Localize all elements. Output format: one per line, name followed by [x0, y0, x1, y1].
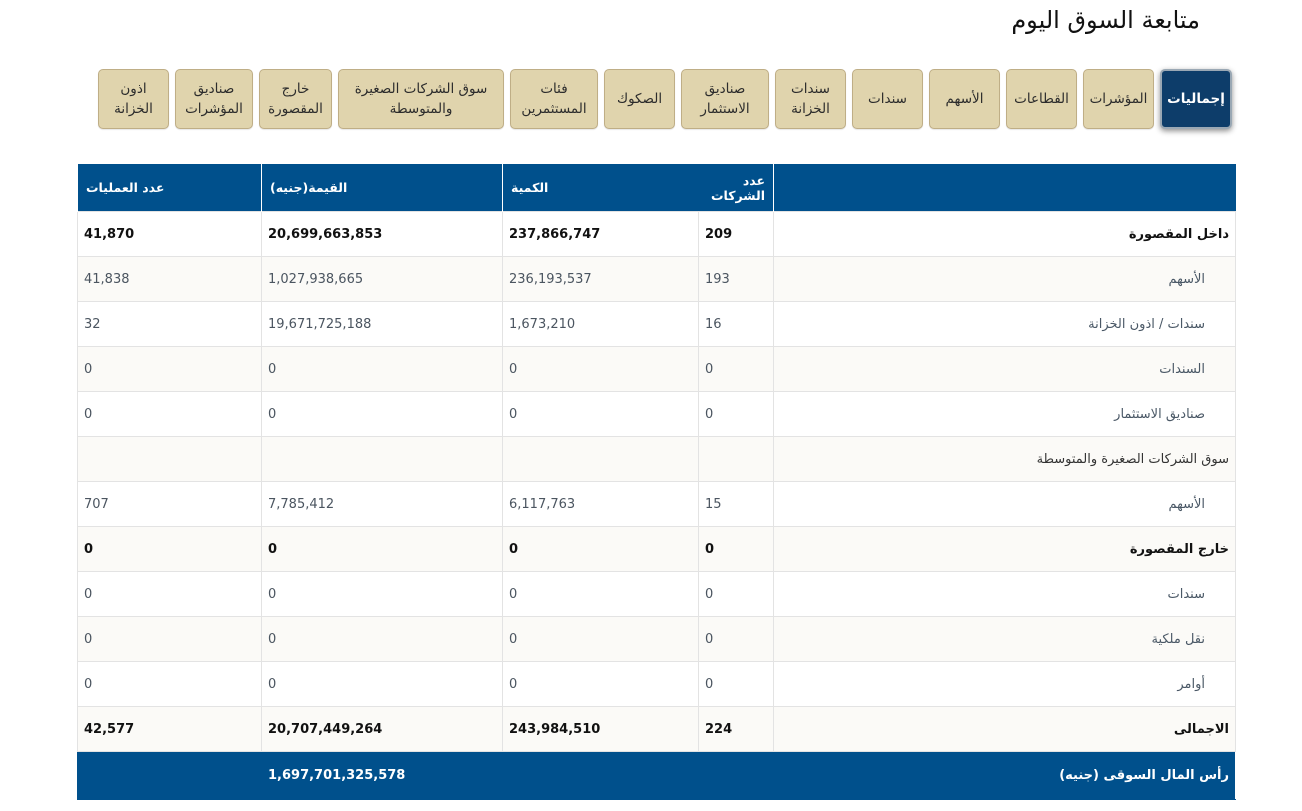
tab-bar: إجماليات المؤشرات القطاعات الأسهم سندات …	[76, 69, 1232, 129]
trades-cell: 0	[77, 526, 262, 572]
trades-cell: 0	[77, 661, 262, 707]
companies-cell	[698, 436, 774, 482]
trades-cell: 0	[77, 391, 262, 437]
tab-investment-funds[interactable]: صناديق الاستثمار	[681, 69, 769, 129]
quantity-cell: 0	[502, 526, 699, 572]
table-row: سندات 0 0 0 0	[77, 571, 1236, 617]
trades-cell: 32	[77, 301, 262, 347]
market-cap-label: رأس المال السوقى (جنيه)	[502, 751, 1236, 800]
value-cell: 0	[261, 346, 503, 392]
tab-treasury-bonds[interactable]: سندات الخزانة	[775, 69, 846, 129]
row-label: نقل ملكية	[773, 616, 1236, 662]
header-name-cell	[773, 164, 1236, 212]
tab-treasury-bills[interactable]: اذون الخزانة	[98, 69, 169, 129]
companies-cell: 193	[698, 256, 774, 302]
page-title: متابعة السوق اليوم	[1011, 6, 1200, 34]
row-label: سوق الشركات الصغيرة والمتوسطة	[773, 436, 1236, 482]
row-label: سندات	[773, 571, 1236, 617]
companies-cell: 224	[698, 706, 774, 752]
table-row: أوامر 0 0 0 0	[77, 661, 1236, 707]
table-row: الأسهم 15 6,117,763 7,785,412 707	[77, 481, 1236, 527]
row-label: الأسهم	[773, 256, 1236, 302]
quantity-cell: 1,673,210	[502, 301, 699, 347]
tab-index-funds[interactable]: صناديق المؤشرات	[175, 69, 253, 129]
trades-cell: 41,838	[77, 256, 262, 302]
companies-cell: 0	[698, 616, 774, 662]
companies-cell: 0	[698, 661, 774, 707]
value-cell: 0	[261, 391, 503, 437]
tab-sukuk[interactable]: الصكوك	[604, 69, 675, 129]
quantity-cell: 237,866,747	[502, 211, 699, 257]
tab-investor-categories[interactable]: فئات المستثمرين	[510, 69, 598, 129]
trades-cell: 707	[77, 481, 262, 527]
quantity-cell: 6,117,763	[502, 481, 699, 527]
companies-cell: 209	[698, 211, 774, 257]
row-label: الأسهم	[773, 481, 1236, 527]
quantity-cell: 243,984,510	[502, 706, 699, 752]
market-cap-value: 1,697,701,325,578	[261, 751, 503, 800]
table-header-row: عدد الشركات الكمية القيمة(جنيه) عدد العم…	[77, 164, 1236, 212]
companies-cell: 0	[698, 346, 774, 392]
quantity-cell: 0	[502, 571, 699, 617]
trades-cell: 41,870	[77, 211, 262, 257]
row-label: الاجمالى	[773, 706, 1236, 752]
trades-cell	[77, 436, 262, 482]
quantity-cell: 0	[502, 391, 699, 437]
table-row: نقل ملكية 0 0 0 0	[77, 616, 1236, 662]
trades-cell: 0	[77, 616, 262, 662]
tab-indices[interactable]: المؤشرات	[1083, 69, 1154, 129]
quantity-cell: 0	[502, 616, 699, 662]
companies-cell: 0	[698, 526, 774, 572]
table-row: داخل المقصورة 209 237,866,747 20,699,663…	[77, 211, 1236, 257]
table-row-total: الاجمالى 224 243,984,510 20,707,449,264 …	[77, 706, 1236, 752]
companies-cell: 15	[698, 481, 774, 527]
row-label: صناديق الاستثمار	[773, 391, 1236, 437]
row-label: سندات / اذون الخزانة	[773, 301, 1236, 347]
market-cap-empty-cell	[77, 751, 262, 800]
row-label: داخل المقصورة	[773, 211, 1236, 257]
table-row: الأسهم 193 236,193,537 1,027,938,665 41,…	[77, 256, 1236, 302]
table-row: صناديق الاستثمار 0 0 0 0	[77, 391, 1236, 437]
value-cell: 0	[261, 661, 503, 707]
tab-off-exchange[interactable]: خارج المقصورة	[259, 69, 332, 129]
trades-cell: 42,577	[77, 706, 262, 752]
trades-cell: 0	[77, 346, 262, 392]
value-cell: 7,785,412	[261, 481, 503, 527]
row-label: السندات	[773, 346, 1236, 392]
value-cell: 19,671,725,188	[261, 301, 503, 347]
market-summary-table: عدد الشركات الكمية القيمة(جنيه) عدد العم…	[77, 164, 1236, 800]
companies-cell: 0	[698, 571, 774, 617]
tab-stocks[interactable]: الأسهم	[929, 69, 1000, 129]
quantity-cell	[502, 436, 699, 482]
table-row: سندات / اذون الخزانة 16 1,673,210 19,671…	[77, 301, 1236, 347]
table-row: سوق الشركات الصغيرة والمتوسطة	[77, 436, 1236, 482]
companies-cell: 0	[698, 391, 774, 437]
value-cell: 0	[261, 571, 503, 617]
value-cell: 1,027,938,665	[261, 256, 503, 302]
value-cell	[261, 436, 503, 482]
header-trades: عدد العمليات	[77, 164, 262, 212]
header-value: القيمة(جنيه)	[261, 164, 503, 212]
tab-bonds[interactable]: سندات	[852, 69, 923, 129]
trades-cell: 0	[77, 571, 262, 617]
quantity-cell: 0	[502, 661, 699, 707]
tab-sectors[interactable]: القطاعات	[1006, 69, 1077, 129]
row-label: خارج المقصورة	[773, 526, 1236, 572]
quantity-cell: 0	[502, 346, 699, 392]
table-row: السندات 0 0 0 0	[77, 346, 1236, 392]
value-cell: 0	[261, 616, 503, 662]
row-label: أوامر	[773, 661, 1236, 707]
market-cap-row: رأس المال السوقى (جنيه) 1,697,701,325,57…	[77, 751, 1236, 800]
value-cell: 20,699,663,853	[261, 211, 503, 257]
quantity-cell: 236,193,537	[502, 256, 699, 302]
tab-totals[interactable]: إجماليات	[1160, 69, 1232, 129]
header-quantity: الكمية	[502, 164, 699, 212]
table-row: خارج المقصورة 0 0 0 0	[77, 526, 1236, 572]
header-companies: عدد الشركات	[698, 164, 774, 212]
value-cell: 20,707,449,264	[261, 706, 503, 752]
tab-sme-market[interactable]: سوق الشركات الصغيرة والمتوسطة	[338, 69, 504, 129]
companies-cell: 16	[698, 301, 774, 347]
value-cell: 0	[261, 526, 503, 572]
